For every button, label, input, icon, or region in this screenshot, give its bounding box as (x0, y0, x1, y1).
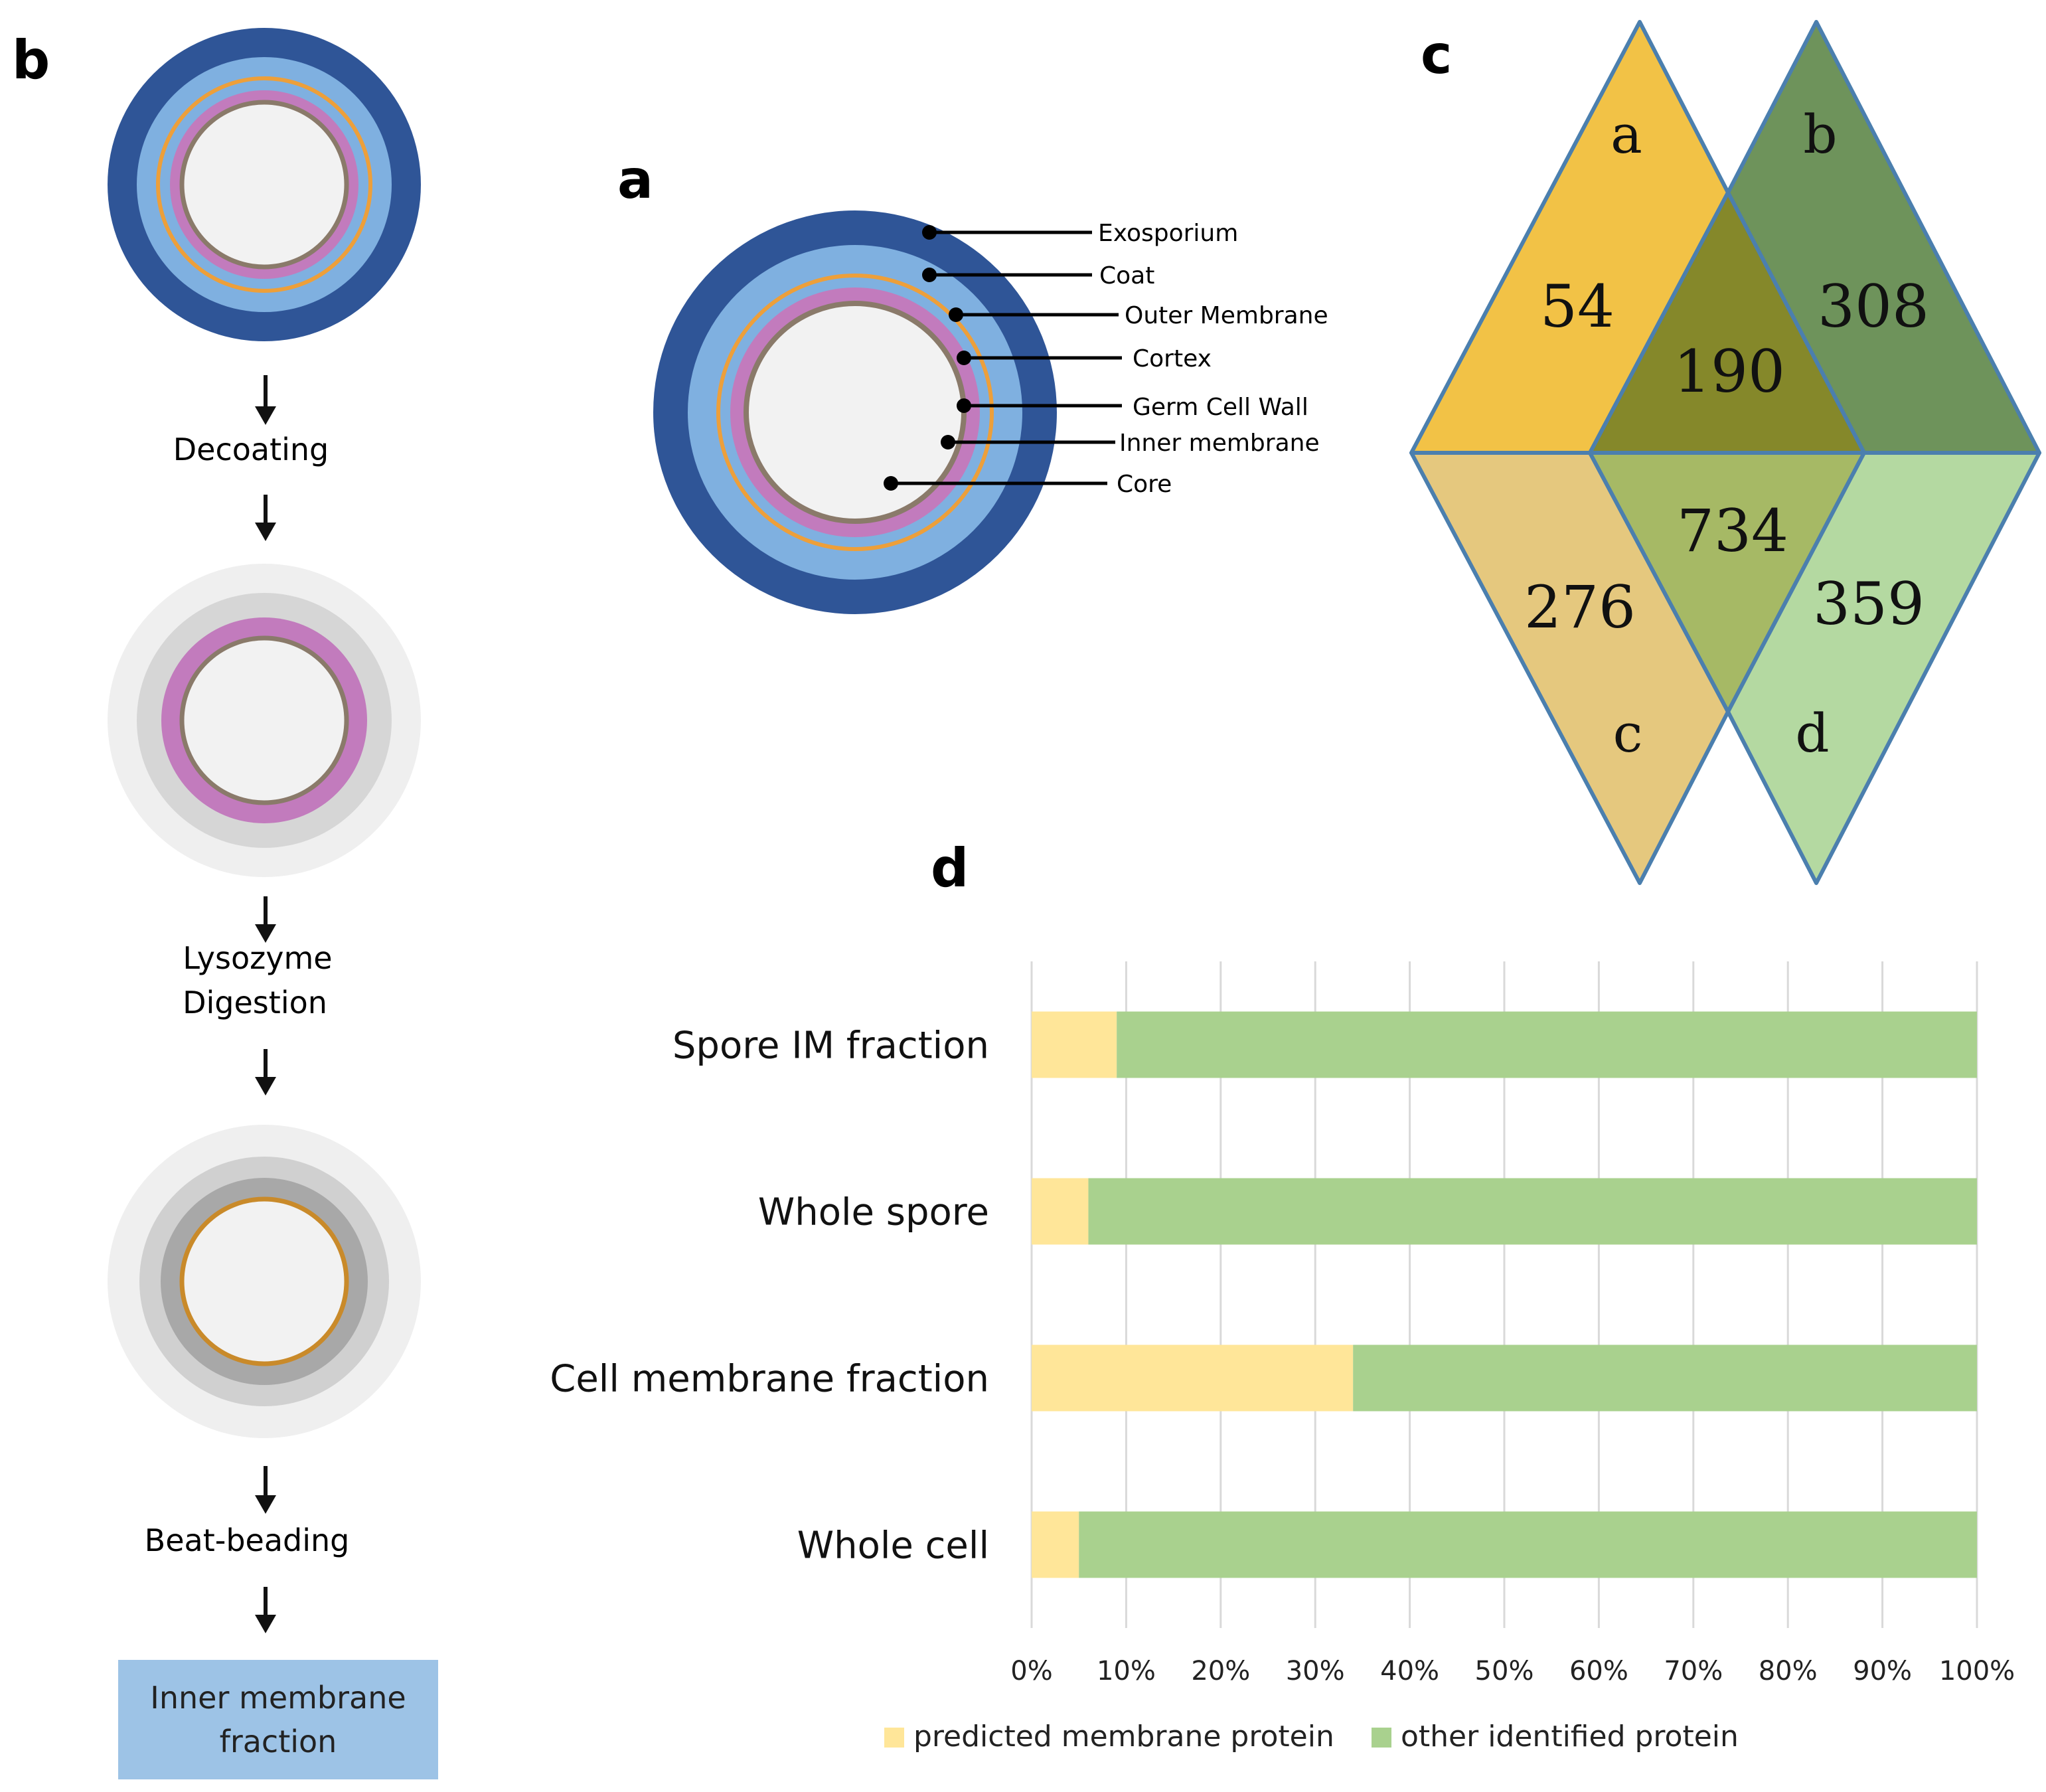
spore-layers-diagram (653, 210, 1057, 614)
flow-arrow (255, 1049, 276, 1096)
x-tick-label: 60% (1569, 1656, 1628, 1686)
x-tick-label: 30% (1286, 1656, 1345, 1686)
flow-arrow (255, 1466, 276, 1514)
flow-step-digestion: Digestion (183, 985, 327, 1020)
venn-set-label-d: d (1795, 702, 1829, 764)
result-box-line-2: fraction (219, 1724, 337, 1759)
flow-spore-decoated (108, 564, 421, 877)
layer-label-germ-cell-wall: Germ Cell Wall (1133, 394, 1308, 421)
layer-label-cortex: Cortex (1133, 345, 1212, 372)
result-box-line-1: Inner membrane (150, 1680, 406, 1716)
x-tick-label: 20% (1191, 1656, 1250, 1686)
x-tick-label: 80% (1759, 1656, 1818, 1686)
panel-letter-c: c (1421, 24, 1452, 86)
venn-diagram (1409, 20, 2041, 885)
layer-label-core: Core (1117, 471, 1172, 498)
flow-arrow (255, 375, 276, 425)
legend-swatch (1372, 1728, 1391, 1748)
x-tick-label: 90% (1853, 1656, 1912, 1686)
bar-segment-other (1079, 1511, 1977, 1578)
flow-spore-digested (108, 1125, 421, 1438)
flow-spore-intact (108, 28, 421, 341)
panel-letter-b: b (12, 29, 50, 91)
venn-count-d-only: 359 (1813, 570, 1925, 638)
flow-arrow (255, 896, 276, 943)
flow-arrow (255, 495, 276, 541)
venn-set-label-b: b (1803, 104, 1837, 165)
bar-segment-other (1117, 1011, 1977, 1078)
layer-pointers (891, 230, 1122, 485)
x-tick-label: 50% (1475, 1656, 1534, 1686)
bar-segment-predicted (1032, 1011, 1117, 1078)
panel-letter-a: a (617, 149, 653, 210)
layer-pointer-dots (884, 225, 971, 491)
bar-segment-predicted (1032, 1178, 1089, 1245)
venn-count-a-only: 54 (1540, 272, 1614, 341)
legend-label: predicted membrane protein (913, 1720, 1334, 1753)
panel-letter-d: d (931, 837, 969, 899)
category-label: Whole cell (797, 1524, 989, 1568)
flow-arrow (255, 1587, 276, 1633)
x-tick-label: 0% (1010, 1656, 1052, 1686)
legend-label: other identified protein (1401, 1720, 1739, 1753)
legend-swatch (884, 1728, 904, 1748)
layer-label-inner-membrane: Inner membrane (1119, 430, 1320, 457)
venn-set-label-c: c (1613, 702, 1643, 764)
category-label: Spore IM fraction (672, 1024, 989, 1068)
bar-segment-other (1353, 1344, 1977, 1412)
layer-label-coat: Coat (1099, 262, 1154, 289)
bar-segment-other (1088, 1178, 1977, 1245)
bar-segment-predicted (1032, 1511, 1079, 1578)
venn-count-cd: 734 (1677, 497, 1788, 565)
layer-label-exosporium: Exosporium (1098, 220, 1238, 247)
x-tick-label: 40% (1380, 1656, 1439, 1686)
stacked-bar-chart: 0% 10% 20% 30% 40% 50% 60% 70% 80% 90% 100% Spore I… (550, 961, 2015, 1753)
flow-step-decoating: Decoating (173, 432, 329, 467)
venn-set-label-a: a (1611, 104, 1642, 165)
x-tick-label: 10% (1097, 1656, 1156, 1686)
venn-count-b-only: 308 (1818, 272, 1929, 341)
layer-label-outer-membrane: Outer Membrane (1125, 302, 1328, 329)
venn-count-c-only: 276 (1524, 573, 1636, 641)
bar-segment-predicted (1032, 1344, 1354, 1412)
category-label: Cell membrane fraction (550, 1358, 989, 1401)
venn-count-ab: 190 (1674, 337, 1785, 406)
result-box-inner-membrane-fraction: Inner membrane fraction (118, 1660, 438, 1779)
category-label: Whole spore (758, 1191, 989, 1234)
venn-region-d-only (1726, 451, 2041, 885)
x-tick-label: 70% (1664, 1656, 1723, 1686)
flow-step-beat-beading: Beat-beading (145, 1522, 350, 1558)
flow-step-lysozyme: Lysozyme (183, 940, 332, 976)
x-tick-label: 100% (1939, 1656, 2015, 1686)
